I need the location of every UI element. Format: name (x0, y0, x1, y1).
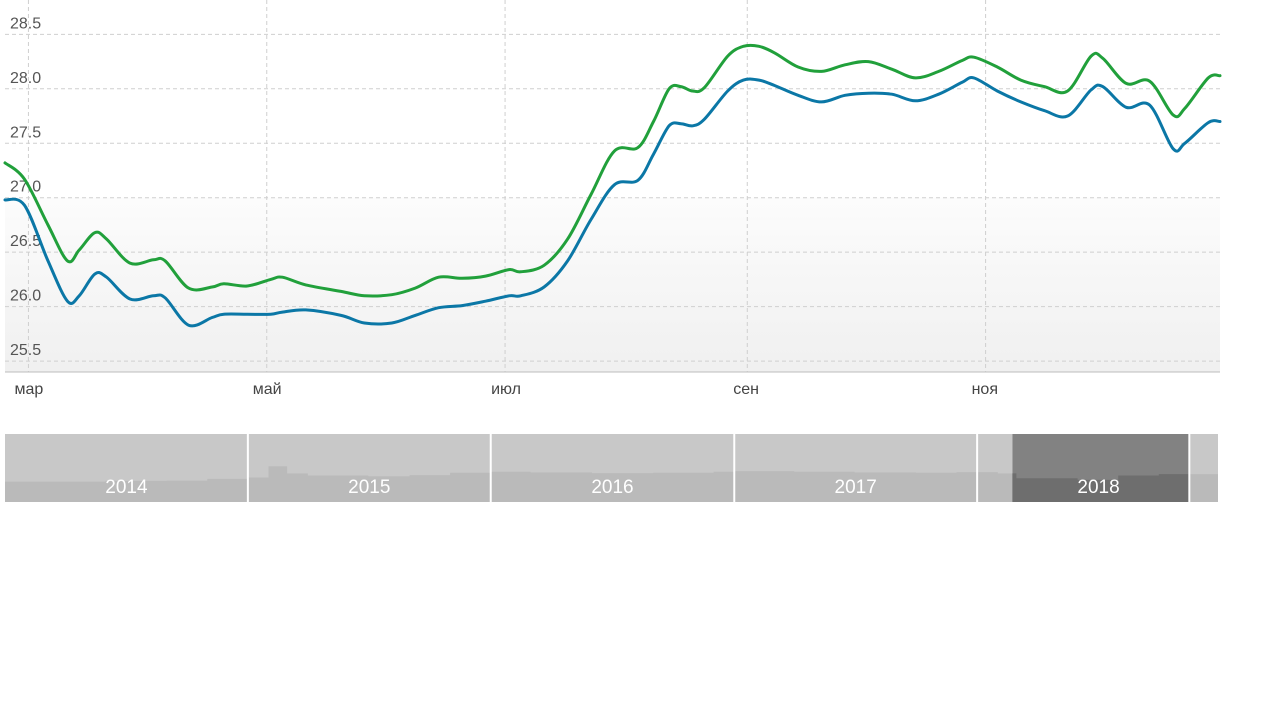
shaded-band (5, 197, 1220, 372)
y-tick-label: 28.5 (10, 15, 41, 32)
series-line-1 (3, 43, 1222, 298)
x-axis-ticks: мар май июл сен ноя (14, 381, 998, 398)
navigator-overview-area (5, 466, 1220, 502)
x-tick-label: июл (491, 381, 521, 398)
navigator-year-label[interactable]: 2015 (348, 477, 390, 498)
y-tick-label: 25.5 (10, 342, 41, 359)
plot-background (5, 197, 1220, 372)
y-tick-label: 26.5 (10, 233, 41, 250)
series-line-2 (3, 76, 1222, 328)
navigator-year-label[interactable]: 2014 (105, 477, 148, 498)
y-tick-label: 28.0 (10, 70, 41, 87)
navigator-selection[interactable] (5, 434, 1220, 502)
y-axis-ticks: 25.5 26.0 26.5 27.0 27.5 28.0 28.5 (10, 15, 41, 359)
series-lines (3, 43, 1222, 328)
navigator-selection-area (1012, 473, 1190, 502)
x-tick-label: май (253, 381, 282, 398)
navigator-year-label[interactable]: 2017 (835, 477, 877, 498)
y-tick-label: 26.0 (10, 288, 41, 305)
range-navigator[interactable]: 2014 2015 2016 2017 2018 (5, 434, 1220, 502)
x-tick-label: мар (14, 381, 43, 398)
navigator-year-label[interactable]: 2018 (1077, 477, 1119, 498)
y-tick-label: 27.0 (10, 179, 41, 196)
x-tick-label: сен (733, 381, 759, 398)
grid-lines (5, 0, 1220, 373)
navigator-year-label[interactable]: 2016 (591, 477, 633, 498)
x-tick-label: ноя (972, 381, 998, 398)
y-tick-label: 27.5 (10, 124, 41, 141)
